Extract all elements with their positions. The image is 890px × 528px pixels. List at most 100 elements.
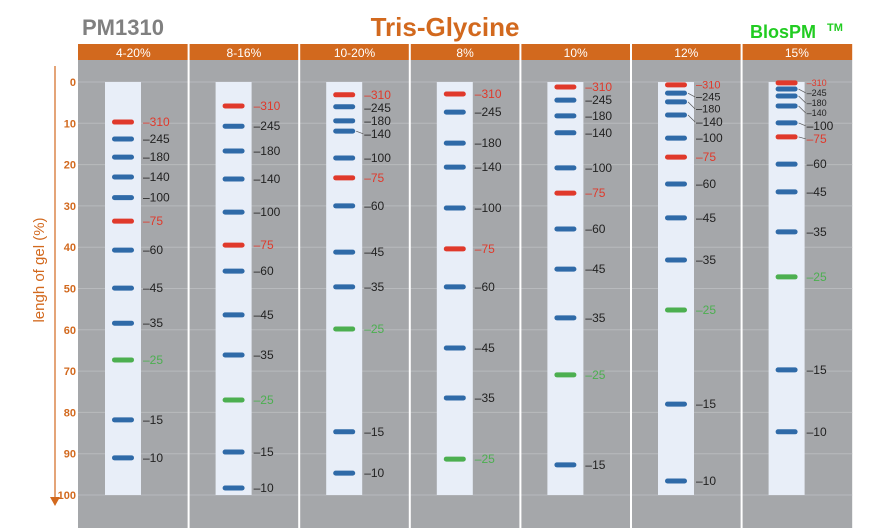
- band-label: –75: [364, 171, 384, 185]
- band-60: [222, 268, 245, 274]
- band-label: –10: [364, 466, 384, 480]
- band-35: [775, 229, 798, 235]
- label-leader-line: [687, 114, 696, 123]
- band-100: [665, 135, 687, 141]
- band-label: –100: [254, 205, 281, 219]
- band-label: –180: [807, 98, 827, 108]
- band-label: –60: [475, 280, 495, 294]
- band-label: –180: [364, 114, 391, 128]
- band-label: –35: [475, 391, 495, 405]
- band-75: [112, 218, 134, 224]
- band-180: [222, 148, 245, 154]
- label-leader-line: [798, 88, 806, 94]
- band-75: [443, 246, 466, 252]
- band-35: [222, 352, 245, 358]
- band-60: [775, 161, 798, 167]
- band-45: [222, 312, 245, 318]
- label-leader-line: [687, 101, 696, 110]
- band-310: [665, 82, 687, 88]
- band-label: –310: [807, 78, 827, 88]
- lane-strip: [768, 82, 805, 495]
- band-label: –15: [696, 397, 716, 411]
- band-10: [665, 478, 687, 484]
- brand-logo: BlosPM: [750, 22, 816, 42]
- band-label: –25: [585, 368, 605, 382]
- band-245: [222, 123, 245, 129]
- lane-header-15%: 15%: [785, 46, 809, 60]
- y-tick-label: 0: [70, 77, 76, 89]
- band-245: [775, 86, 798, 92]
- band-label: –35: [585, 311, 605, 325]
- band-245: [665, 90, 687, 96]
- band-label: –310: [143, 115, 170, 129]
- band-label: –140: [254, 172, 281, 186]
- band-label: –45: [475, 341, 495, 355]
- band-60: [112, 247, 134, 253]
- band-label: –10: [254, 481, 274, 495]
- band-35: [443, 395, 466, 401]
- band-label: –180: [254, 144, 281, 158]
- band-label: –75: [585, 186, 605, 200]
- band-180: [333, 118, 356, 124]
- label-leader-line: [687, 92, 696, 98]
- band-75: [222, 242, 245, 248]
- lane-header-12%: 12%: [674, 46, 698, 60]
- band-10: [222, 485, 245, 491]
- band-75: [333, 175, 356, 181]
- band-label: –25: [364, 322, 384, 336]
- band-140: [112, 174, 134, 180]
- lane-strip: [215, 82, 252, 495]
- band-140: [775, 103, 798, 109]
- lane-strip: [658, 82, 694, 495]
- band-label: –245: [254, 119, 281, 133]
- band-310: [333, 92, 356, 98]
- label-leader-line: [798, 122, 806, 127]
- y-tick-label: 40: [64, 242, 76, 254]
- y-tick-label: 90: [64, 449, 76, 461]
- band-10: [333, 470, 356, 476]
- band-label: –60: [696, 177, 716, 191]
- label-leader-line: [798, 136, 806, 140]
- band-45: [112, 285, 134, 291]
- band-310: [112, 119, 134, 125]
- band-label: –245: [807, 88, 827, 98]
- band-label: –10: [143, 451, 163, 465]
- lane-header-10-20%: 10-20%: [334, 46, 376, 60]
- band-label: –245: [585, 93, 612, 107]
- band-label: –45: [807, 185, 827, 199]
- band-35: [112, 320, 134, 326]
- band-label: –140: [475, 160, 502, 174]
- band-35: [554, 315, 577, 321]
- y-tick-label: 70: [64, 366, 76, 378]
- band-label: –60: [254, 264, 274, 278]
- band-100: [112, 195, 134, 201]
- band-45: [775, 189, 798, 195]
- band-label: –180: [143, 150, 170, 164]
- band-label: –35: [254, 348, 274, 362]
- band-25: [222, 397, 245, 403]
- band-label: –35: [807, 225, 827, 239]
- page-title: Tris-Glycine: [371, 12, 520, 42]
- band-label: –15: [364, 425, 384, 439]
- band-label: –25: [254, 393, 274, 407]
- band-label: –140: [143, 170, 170, 184]
- product-code: PM1310: [82, 15, 164, 40]
- band-label: –25: [475, 452, 495, 466]
- band-140: [443, 164, 466, 170]
- band-label: –310: [254, 99, 281, 113]
- lane-header-4-20%: 4-20%: [116, 46, 151, 60]
- band-label: –60: [364, 199, 384, 213]
- band-label: –310: [585, 80, 612, 94]
- band-100: [443, 205, 466, 211]
- label-leader-line: [798, 105, 806, 114]
- y-tick-label: 80: [64, 407, 76, 419]
- band-75: [554, 190, 577, 196]
- band-75: [665, 154, 687, 160]
- band-310: [554, 84, 577, 90]
- band-label: –15: [254, 445, 274, 459]
- band-label: –180: [475, 136, 502, 150]
- band-180: [554, 113, 577, 119]
- lane-header-10%: 10%: [564, 46, 588, 60]
- band-100: [333, 155, 356, 161]
